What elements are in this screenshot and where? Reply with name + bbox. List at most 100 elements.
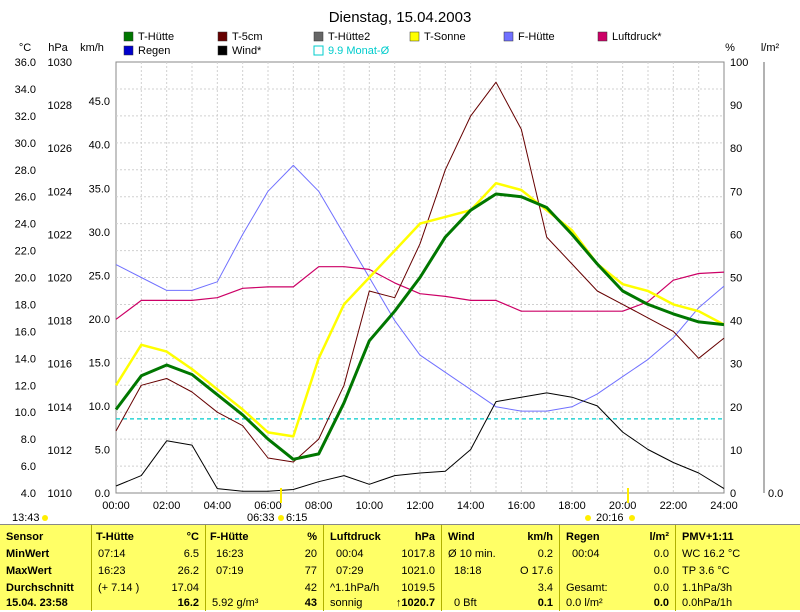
series-f-h-tte xyxy=(115,164,725,412)
tick-temp: 14.0 xyxy=(15,353,36,365)
tick-kmh: 15.0 xyxy=(89,357,110,369)
col-luftdruck: Luftdruck hPa 00:04 1017.8 07:29 1021.0 ^1.… xyxy=(324,525,442,611)
tick-percent: 50 xyxy=(730,273,742,285)
unit-celsius: °C xyxy=(19,42,31,54)
legend-swatch xyxy=(123,31,134,42)
tick-temp: 6.0 xyxy=(21,461,36,473)
tick-kmh: 10.0 xyxy=(89,401,110,413)
sunset-icon xyxy=(585,515,591,521)
tick-hpa: 1030 xyxy=(48,57,72,69)
tick-rain: 0.0 xyxy=(768,488,783,500)
tick-percent: 100 xyxy=(730,57,748,69)
col-thuette: T-Hütte °C 07:14 6.5 16:23 26.2 (+ 7.14 ) 17… xyxy=(92,525,206,611)
tick-temp: 28.0 xyxy=(15,165,36,177)
tick-percent: 60 xyxy=(730,229,742,241)
tick-hpa: 1022 xyxy=(48,229,72,241)
legend-swatch xyxy=(409,31,420,42)
tick-kmh: 35.0 xyxy=(89,183,110,195)
tick-temp: 36.0 xyxy=(15,57,36,69)
clock-time: 13:43 xyxy=(12,512,40,524)
tick-hpa: 1014 xyxy=(48,402,72,414)
stats-table: Sensor MinWert MaxWert Durchschnitt 15.0… xyxy=(0,524,800,611)
tick-temp: 30.0 xyxy=(15,138,36,150)
sunrise-time: 06:33 xyxy=(247,512,275,524)
tick-temp: 22.0 xyxy=(15,246,36,258)
series-t-5cm xyxy=(115,81,725,463)
tick-temp: 24.0 xyxy=(15,219,36,231)
tick-temp: 34.0 xyxy=(15,84,36,96)
tick-hpa: 1018 xyxy=(48,316,72,328)
tick-time: 14:00 xyxy=(457,500,485,512)
tick-hpa: 1028 xyxy=(48,100,72,112)
legend-swatch xyxy=(217,31,228,42)
tick-hpa: 1012 xyxy=(48,445,72,457)
unit-percent: % xyxy=(725,42,735,54)
weather-chart: Dienstag, 15.04.2003 T-Hütte T-5cm T-Hütte… xyxy=(12,9,784,524)
tick-time: 24:00 xyxy=(710,500,738,512)
tick-percent: 40 xyxy=(730,316,742,328)
tick-time: 08:00 xyxy=(305,500,333,512)
legend-label: T-Sonne xyxy=(424,31,466,43)
sunrise-icon xyxy=(278,515,284,521)
tick-hpa: 1024 xyxy=(48,186,72,198)
legend-label: F-Hütte xyxy=(518,31,555,43)
tick-percent: 20 xyxy=(730,402,742,414)
tick-temp: 26.0 xyxy=(15,192,36,204)
tick-kmh: 20.0 xyxy=(89,314,110,326)
legend-label: 9.9 Monat-Ø xyxy=(328,45,390,57)
col-regen: Regen l/m² 00:04 0.0 0.0 Gesamt: 0.0 0.0 l/… xyxy=(560,525,676,611)
tick-percent: 10 xyxy=(730,445,742,457)
sunset-marker-icon xyxy=(629,515,635,521)
legend-label: T-5cm xyxy=(232,31,263,43)
tick-temp: 8.0 xyxy=(21,434,36,446)
sunset-time: 20:16 xyxy=(596,512,624,524)
tick-kmh: 5.0 xyxy=(95,444,110,456)
tick-hpa: 1026 xyxy=(48,143,72,155)
tick-time: 00:00 xyxy=(102,500,130,512)
tick-time: 20:00 xyxy=(609,500,637,512)
tick-percent: 0 xyxy=(730,488,736,500)
series-wind xyxy=(115,392,725,492)
tick-temp: 16.0 xyxy=(15,326,36,338)
tick-kmh: 30.0 xyxy=(89,227,110,239)
legend-swatch xyxy=(597,31,608,42)
tick-percent: 70 xyxy=(730,186,742,198)
tick-hpa: 1016 xyxy=(48,359,72,371)
col-fhuette: F-Hütte% 16:23 20 07:19 77 42 5.92 g/m³ 43 xyxy=(206,525,324,611)
sun-icon xyxy=(42,515,48,521)
tick-time: 10:00 xyxy=(356,500,384,512)
tick-percent: 80 xyxy=(730,143,742,155)
tick-time: 02:00 xyxy=(153,500,181,512)
legend-swatch xyxy=(123,45,134,56)
tick-temp: 12.0 xyxy=(15,380,36,392)
series-t-h-tte xyxy=(114,192,725,461)
legend-label: Regen xyxy=(138,45,170,57)
series-t-sonne xyxy=(114,181,725,438)
tick-time: 12:00 xyxy=(406,500,434,512)
legend-swatch xyxy=(313,45,324,56)
tick-percent: 90 xyxy=(730,100,742,112)
tick-temp: 18.0 xyxy=(15,299,36,311)
tick-time: 22:00 xyxy=(660,500,688,512)
legend-label: Luftdruck* xyxy=(612,31,662,43)
legend-label: T-Hütte xyxy=(138,31,174,43)
legend: T-Hütte T-5cm T-Hütte2 T-Sonne F-Hütte Luftdr… xyxy=(123,31,662,57)
tick-time: 16:00 xyxy=(508,500,536,512)
legend-swatch xyxy=(503,31,514,42)
tick-temp: 20.0 xyxy=(15,273,36,285)
tick-kmh: 0.0 xyxy=(95,488,110,500)
tick-kmh: 45.0 xyxy=(89,96,110,108)
tick-hpa: 1010 xyxy=(48,488,72,500)
legend-swatch xyxy=(217,45,228,56)
tick-time: 18:00 xyxy=(558,500,586,512)
legend-swatch xyxy=(313,31,324,42)
legend-label: T-Hütte2 xyxy=(328,31,370,43)
axis-labels: °C hPa km/h% l/m² 36.0 34.0 32.0 30.0 28.0 26.0 24… xyxy=(15,42,784,512)
tick-temp: 10.0 xyxy=(15,407,36,419)
tick-temp: 4.0 xyxy=(21,488,36,500)
unit-rain: l/m² xyxy=(761,42,780,54)
legend-label: Wind* xyxy=(232,45,262,57)
series-lines xyxy=(114,81,725,492)
unit-hpa: hPa xyxy=(48,42,68,54)
col-wind: Wind km/h Ø 10 min. 0.2 18:18 O 17.6 3.4 0 … xyxy=(442,525,560,611)
